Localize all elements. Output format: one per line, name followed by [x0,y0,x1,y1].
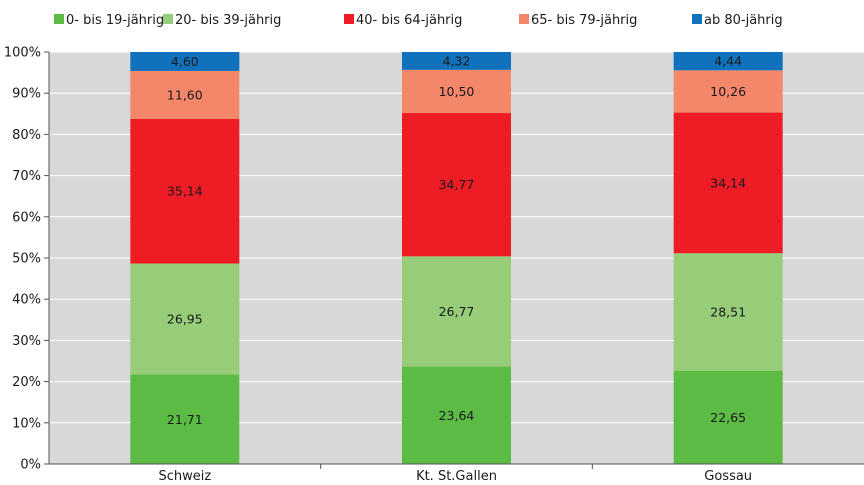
bars: 21,71 26,95 35,14 11,60 4,60 23,64 26,77 34,77 1… [130,52,783,464]
legend-swatch [692,14,702,24]
y-tick-label: 10% [12,416,41,431]
x-category-label: Kt. St.Gallen [416,469,497,484]
bar-segment [673,52,783,71]
y-tick-label: 80% [12,128,41,143]
bar-segment [673,70,783,113]
legend-label: 0- bis 19-jährig [66,13,164,28]
bar-segment [402,113,511,257]
y-tick-label: 50% [12,252,41,267]
legend-label: 20- bis 39-jährig [175,13,281,28]
data-label: 4,44 [714,54,742,69]
y-tick-label: 20% [12,375,41,390]
bar-segment [402,366,511,464]
legend-swatch [163,14,173,24]
bar-segment [130,52,240,71]
data-label: 26,77 [439,304,475,319]
data-label: 10,26 [710,84,746,99]
data-label: 4,32 [443,53,471,68]
data-label: 23,64 [439,408,475,423]
data-label: 4,60 [171,54,199,69]
legend-label: 65- bis 79-jährig [531,13,637,28]
legend-label: ab 80-jährig [704,13,783,28]
bar-segment [130,374,240,464]
bar-segment [673,253,783,371]
y-tick-label: 40% [12,293,41,308]
bar-segment [402,69,511,114]
bar-segment [402,52,511,70]
bar-segment [130,118,240,264]
data-label: 10,50 [439,84,475,99]
legend-swatch [54,14,64,24]
data-label: 34,77 [439,177,475,192]
y-tick-label: 70% [12,169,41,184]
bar-segment [402,256,511,367]
data-label: 11,60 [167,87,203,102]
x-axis-labels: Schweiz Kt. St.Gallen Gossau [158,464,752,484]
bar-segment [673,112,783,254]
data-label: 34,14 [710,175,746,190]
data-label: 21,71 [167,412,203,427]
y-tick-label: 90% [12,87,41,102]
x-category-label: Schweiz [158,469,211,484]
y-tick-label: 30% [12,334,41,349]
data-label: 26,95 [167,312,203,327]
bar-segment [130,70,240,119]
x-category-label: Gossau [704,469,752,484]
y-axis-ticks: 0% 10% 20% 30% 40% 50% 60% 70% 80% 90% 100% [4,46,49,473]
data-label: 35,14 [167,184,203,199]
legend-swatch [519,14,529,24]
legend-label: 40- bis 64-jährig [356,13,462,28]
y-tick-label: 0% [20,458,41,473]
legend-swatch [344,14,354,24]
y-tick-label: 60% [12,210,41,225]
bar-segment [673,370,783,464]
legend: 0- bis 19-jährig 20- bis 39-jährig 40- bis… [54,13,783,28]
bar-segment [130,263,240,375]
data-label: 22,65 [710,410,746,425]
y-tick-label: 100% [4,46,41,61]
data-label: 28,51 [710,304,746,319]
